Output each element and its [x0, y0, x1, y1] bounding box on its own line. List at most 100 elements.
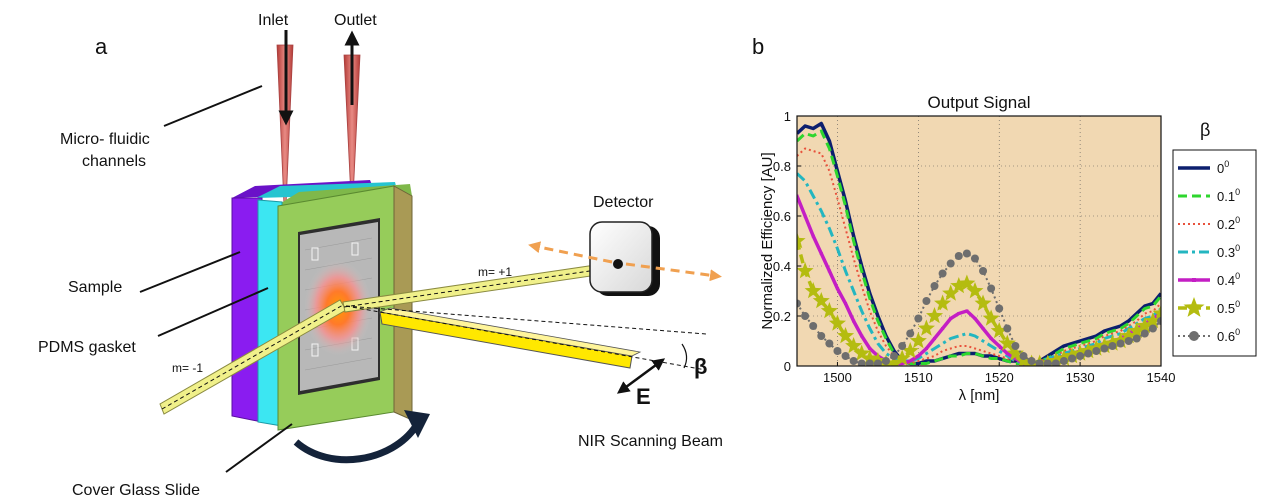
detector-aperture	[613, 259, 623, 269]
data-point	[930, 282, 939, 290]
data-point	[898, 342, 907, 350]
legend-entry: 0.40	[1178, 271, 1240, 288]
data-point	[922, 297, 931, 305]
data-point	[1108, 342, 1117, 350]
beta-label: β	[694, 354, 707, 379]
data-point	[982, 309, 1000, 326]
data-point	[1019, 352, 1028, 360]
data-point	[958, 274, 976, 291]
chart-title: Output Signal	[927, 93, 1030, 112]
data-point	[1084, 349, 1093, 358]
inlet-label: Inlet	[258, 12, 289, 29]
data-point	[900, 362, 904, 365]
data-point	[1043, 359, 1052, 366]
m-minus-label: m= -1	[172, 361, 203, 375]
data-point	[1192, 278, 1196, 282]
legend-title: β	[1200, 120, 1210, 140]
data-point	[853, 344, 871, 361]
data-point	[926, 307, 944, 324]
data-point	[797, 194, 799, 198]
detector	[589, 221, 660, 296]
x-axis-label: λ [nm]	[959, 387, 1000, 404]
y-tick-label: 0.6	[773, 209, 791, 224]
data-point	[1047, 352, 1065, 366]
legend: 000.100.200.300.400.500.60	[1178, 159, 1240, 344]
data-point	[908, 359, 912, 363]
cover-glass-callout-line	[225, 423, 293, 473]
detector-scan-arrow-right	[625, 262, 722, 282]
data-point	[797, 262, 814, 279]
data-point	[1027, 357, 1036, 365]
data-point	[860, 334, 864, 338]
legend-label: 0.20	[1217, 215, 1240, 232]
channel-marks	[311, 242, 359, 357]
data-point	[1100, 344, 1109, 353]
detector-label: Detector	[593, 194, 654, 211]
data-point	[998, 334, 1016, 351]
data-point	[901, 342, 919, 359]
data-point	[965, 309, 969, 313]
legend-entry: 0.60	[1178, 327, 1240, 344]
data-point	[916, 354, 920, 358]
x-tick-label: 1510	[904, 370, 933, 385]
data-point	[1116, 339, 1125, 348]
data-point	[803, 214, 807, 218]
series-line	[797, 172, 1161, 365]
data-point	[970, 254, 979, 263]
data-point	[861, 349, 879, 366]
panel-a: a Inlet Outlet Micro- fluidic channels	[38, 12, 723, 499]
data-point	[995, 304, 1004, 313]
series-line	[797, 252, 1161, 365]
data-point	[1183, 297, 1205, 317]
data-point	[924, 347, 928, 350]
data-point	[828, 314, 846, 331]
y-axis-label: Normalized Efficiency [AU]	[759, 152, 776, 329]
data-point	[873, 359, 882, 366]
data-point	[1006, 344, 1024, 361]
sample-callout-line	[139, 251, 241, 293]
efield-label: E	[636, 384, 651, 409]
y-tick-label: 1	[784, 109, 791, 124]
data-point	[1005, 352, 1009, 355]
data-point	[1092, 347, 1101, 355]
data-point	[881, 357, 890, 365]
series-0-3	[797, 172, 1161, 365]
data-point	[1189, 331, 1199, 341]
panel-a-letter: a	[95, 34, 108, 59]
data-point	[801, 312, 810, 320]
data-point	[844, 302, 848, 305]
series-0-1	[797, 129, 1161, 365]
data-point	[950, 277, 968, 294]
data-point	[827, 269, 831, 273]
series-group	[797, 121, 1161, 366]
detector-scan-arrow-left	[528, 241, 613, 264]
legend-label: 0.30	[1217, 243, 1240, 260]
data-point	[868, 347, 872, 350]
data-point	[1011, 342, 1020, 350]
y-tick-label: 0	[784, 359, 791, 374]
x-tick-label: 1520	[985, 370, 1014, 385]
data-point	[1136, 317, 1154, 334]
data-point	[954, 252, 963, 260]
x-tick-label: 1540	[1147, 370, 1176, 385]
plot-frame	[796, 115, 1162, 367]
data-point	[1152, 304, 1161, 321]
beta-angle-arc	[681, 343, 688, 369]
data-point	[1059, 357, 1068, 365]
data-point	[938, 269, 947, 278]
legend-label: 0.50	[1217, 299, 1240, 316]
data-point	[957, 312, 961, 315]
data-point	[997, 344, 1001, 348]
series-line	[797, 147, 1161, 365]
data-point	[890, 352, 899, 360]
sample-label: Sample	[68, 279, 122, 296]
x-tick-label: 1530	[1066, 370, 1095, 385]
data-point	[966, 282, 984, 299]
rotation-arrow	[293, 423, 419, 464]
series-line	[797, 129, 1161, 365]
plot-area	[796, 115, 1162, 367]
x-axis-ticks: 1500 1510 1520 1530 1540	[823, 362, 1175, 385]
legend-label: 0.40	[1217, 271, 1240, 288]
legend-entry: 0.50	[1178, 297, 1240, 317]
microfluidic-label-line2: channels	[82, 153, 146, 170]
